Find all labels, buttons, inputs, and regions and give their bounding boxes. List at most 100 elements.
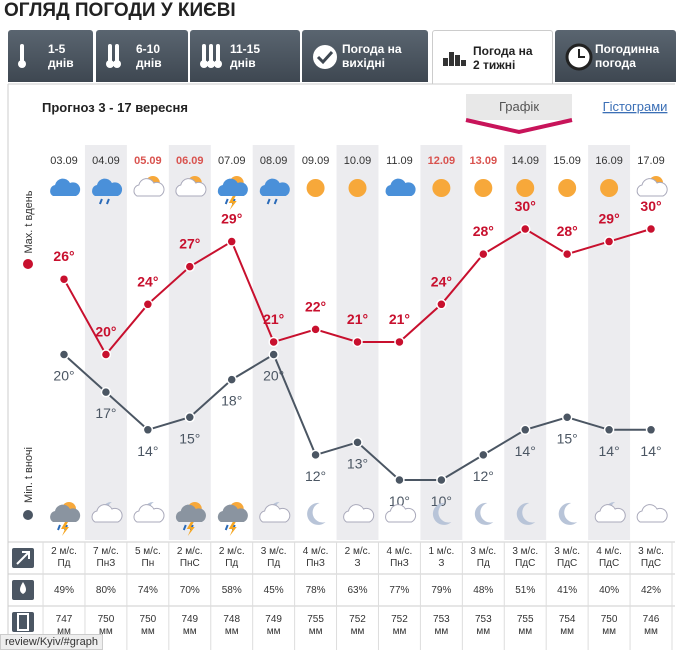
wind-direction: Пд [225, 558, 238, 569]
wind-speed: 2 м/с. [177, 546, 203, 557]
wind-direction: З [354, 558, 360, 569]
wind-direction: Пд [267, 558, 280, 569]
bars-icon [443, 58, 448, 66]
humidity: 78% [306, 585, 326, 596]
wind-speed: 1 м/с. [428, 546, 454, 557]
data-point [352, 437, 363, 448]
pressure: 749 [181, 614, 198, 625]
data-label: 14° [515, 443, 536, 459]
wind-speed: 2 м/с. [345, 546, 371, 557]
cloud-icon [133, 504, 165, 523]
data-point [142, 424, 154, 436]
status-url: review/Kyiv/#graph [0, 634, 103, 650]
tab-line: днів [136, 56, 162, 70]
date-label: 07.09 [218, 155, 246, 167]
pressure: 750 [98, 614, 115, 625]
data-label: 14° [137, 443, 158, 459]
weather-icon [516, 502, 536, 525]
check-icon [316, 50, 334, 65]
data-label: 13° [347, 455, 368, 471]
wind-speed: 2 м/с. [51, 546, 77, 557]
clock-icon [578, 49, 585, 58]
legend-label: Min. t вночі [23, 447, 35, 503]
sun-icon [600, 179, 619, 197]
weather-icon [343, 504, 375, 523]
tab-label: 6-10 днів [136, 42, 162, 70]
pressure: 755 [307, 614, 324, 625]
pressure: 747 [56, 614, 73, 625]
pressure: 753 [475, 614, 492, 625]
data-label: 12° [473, 468, 494, 484]
pressure-unit: мм [141, 626, 155, 637]
wind-direction: Пд [477, 558, 490, 569]
bolt-icon [228, 196, 237, 210]
weather-icon [385, 178, 416, 196]
bars-icon [455, 55, 460, 66]
data-point [478, 449, 489, 461]
weather-icon [636, 504, 668, 523]
data-label: 28° [473, 223, 494, 239]
data-label: 29° [221, 211, 242, 227]
data-label: 24° [137, 273, 158, 289]
pressure: 752 [391, 614, 408, 625]
data-point [394, 336, 405, 348]
weather-icon [259, 501, 291, 523]
tab-label: 11-15 днів [230, 42, 260, 70]
humidity: 49% [54, 585, 74, 596]
pressure-unit: мм [225, 626, 239, 637]
cloud-icon [175, 504, 206, 522]
data-point [645, 223, 657, 235]
pressure: 749 [265, 614, 282, 625]
cloud-icon [91, 504, 123, 523]
view-tab[interactable]: Графік [499, 99, 539, 114]
weather-icon [91, 501, 123, 523]
sun-icon [348, 179, 367, 197]
data-point [184, 412, 196, 423]
weather-icon [385, 504, 417, 523]
weather-icon [50, 502, 81, 536]
pressure-unit: мм [309, 626, 323, 637]
data-point [310, 324, 321, 335]
thermometer-icon [207, 60, 215, 68]
pressure-unit: мм [351, 626, 365, 637]
weather-icon [217, 176, 248, 210]
check-icon [313, 45, 337, 69]
cloud-icon [259, 178, 290, 196]
data-point [519, 424, 531, 436]
data-point [58, 349, 70, 360]
view-tab[interactable]: Гістограми [603, 99, 668, 114]
bolt-icon [228, 522, 237, 536]
tab-line: днів [48, 56, 74, 70]
data-label: 17° [95, 405, 116, 421]
humidity: 74% [138, 585, 158, 596]
thermometer-icon [108, 44, 112, 62]
data-point [100, 386, 112, 398]
data-point [561, 248, 573, 260]
weather-icon [474, 179, 493, 197]
pressure-unit: мм [393, 626, 407, 637]
pressure: 753 [433, 614, 450, 625]
weather-icon [348, 179, 367, 197]
data-label: 20° [95, 324, 116, 340]
data-label: 20° [263, 368, 284, 384]
pressure-unit: мм [57, 626, 71, 637]
data-label: 27° [179, 236, 200, 252]
thermometer-icon [202, 44, 206, 62]
date-label: 12.09 [428, 155, 456, 167]
date-label: 11.09 [386, 155, 413, 167]
date-label: 09.09 [302, 155, 330, 167]
data-label: 14° [640, 443, 661, 459]
data-label: 24° [431, 273, 452, 289]
humidity: 41% [557, 585, 577, 596]
date-label: 15.09 [553, 155, 581, 167]
data-label: 15° [179, 430, 200, 446]
data-label: 29° [599, 211, 620, 227]
sun-icon [432, 179, 451, 197]
wind-direction: ПдС [641, 558, 661, 569]
data-label: 26° [53, 248, 74, 264]
wind-speed: 3 м/с. [470, 546, 496, 557]
humidity: 48% [473, 585, 493, 596]
view-tab-underline [465, 118, 573, 135]
tab[interactable]: 11-15 днів [190, 30, 300, 82]
